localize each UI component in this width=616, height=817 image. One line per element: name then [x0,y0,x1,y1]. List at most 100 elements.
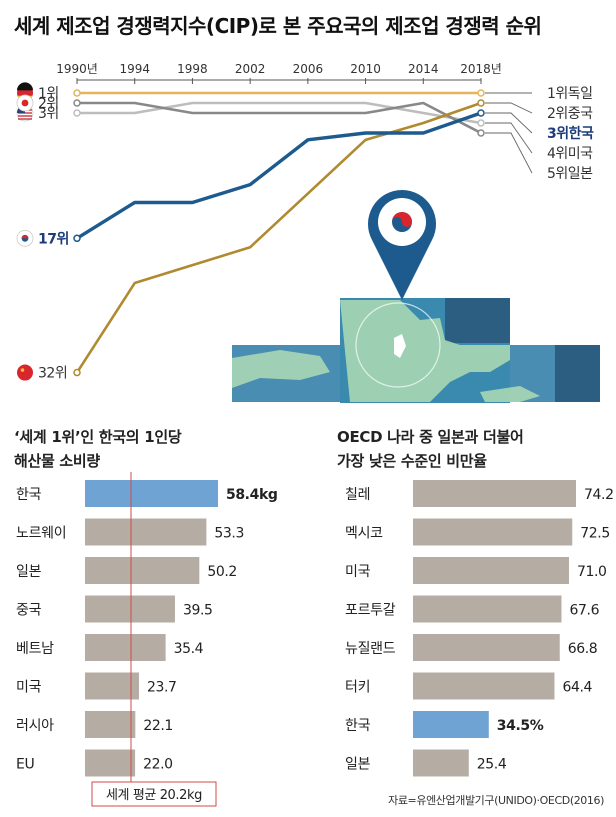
bar [413,595,562,623]
category-label: 일본 [16,564,42,580]
start-label: 32위 [38,366,67,382]
value-label: 58.4kg [226,487,277,503]
category-label: 중국 [16,603,42,619]
seafood-bar-chart: 한국 58.4kg 노르웨이 53.3 일본 50.2 중국 39.5 베트남 35.4 미국 23.… [16,472,278,807]
start-label: 17위 [38,231,69,247]
rank-line-chart: 1990년 1994 1998 2002 2006 2010 2014 2018년 1위독일 2… [16,62,600,403]
start-label-group: 2위 [16,94,59,112]
series-line-2 [76,111,482,240]
category-label: 러시아 [16,718,54,734]
obesity-title-line-2: 가장 낮은 수준인 비만율 [337,452,487,470]
series-line-3 [77,101,482,125]
x-tick-label: 1994 [119,62,150,76]
value-label: 66.8 [568,641,598,657]
value-label: 39.5 [183,603,213,619]
world-map-illustration [232,298,600,403]
seafood-title-line-1: ‘세계 1위’인 한국의 1인당 [14,428,182,446]
series-end-point [477,129,485,137]
series-end-point [477,109,485,117]
value-label: 22.0 [143,757,173,773]
end-leader-line [485,132,533,174]
value-label: 34.5% [497,718,544,734]
start-label: 3위 [38,106,59,122]
value-label: 23.7 [147,680,177,696]
x-tick-label: 2010 [350,62,381,76]
value-label: 22.1 [143,718,173,734]
value-label: 64.4 [562,680,592,696]
x-tick-label: 2018년 [460,62,502,76]
bar [413,634,560,661]
start-label: 1위 [38,86,59,102]
value-label: 67.6 [570,603,600,619]
category-label: 한국 [345,718,371,734]
category-label: 뉴질랜드 [345,641,396,657]
category-label: EU [16,757,35,773]
value-label: 72.5 [580,526,610,542]
end-leader-line [485,122,533,154]
series-end-point [477,89,485,97]
category-label: 칠레 [345,487,370,503]
series-end-point [477,99,485,107]
category-label: 포르투갈 [345,603,396,619]
end-label: 5위일본 [547,166,593,182]
series-start-point [73,99,81,107]
series-start-point [73,109,81,117]
end-label: 4위미국 [547,146,593,162]
bar [413,749,469,777]
obesity-bar-chart: 칠레 74.2 멕시코 72.5 미국 71.0 포르투갈 67.6 뉴질랜드 66.8 터키 64.… [345,480,614,777]
start-label-group: 32위 [17,364,68,382]
value-label: 50.2 [207,564,237,580]
category-label: 한국 [16,487,42,503]
category-label: 미국 [16,680,42,696]
series-start-point [73,368,81,377]
obesity-title-line-1: OECD 나라 중 일본과 더불어 [337,428,524,446]
flag-china-icon [17,364,33,381]
bar [85,749,136,777]
bar [85,480,218,507]
end-leader-line [485,112,533,134]
reference-label: 세계 평균 20.2kg [106,788,202,803]
bar [413,518,573,546]
category-label: 미국 [345,564,371,580]
series-start-point [73,234,81,243]
bar [85,711,136,738]
source-note: 자료=유엔산업개발기구(UNIDO)·OECD(2016) [388,794,604,807]
category-label: 터키 [345,680,370,696]
end-label: 1위독일 [547,86,593,102]
value-label: 25.4 [477,757,507,773]
category-label: 멕시코 [345,526,383,542]
bar [85,557,200,584]
start-label-group: 17위 [16,229,69,247]
bar [413,672,555,700]
seafood-title-line-2: 해산물 소비량 [14,452,100,470]
value-label: 35.4 [174,641,204,657]
value-label: 71.0 [577,564,607,580]
bar [85,518,207,546]
value-label: 74.2 [584,487,614,503]
end-label: 2위중국 [547,106,593,122]
end-label: 3위한국 [547,126,594,142]
bar [413,557,569,584]
category-label: 노르웨이 [16,526,66,542]
x-tick-label: 2002 [235,62,266,76]
series-line-4 [77,101,482,135]
bar [413,480,576,507]
obesity-chart-title: OECD 나라 중 일본과 더불어 가장 낮은 수준인 비만율 [337,425,524,473]
bar [85,672,139,700]
series-line-1 [75,101,482,374]
category-label: 베트남 [16,641,54,657]
x-tick-label: 1990년 [56,62,98,76]
series-end-point [477,119,485,127]
series-start-point [73,89,81,97]
end-leader-line [485,102,533,114]
x-tick-label: 1998 [177,62,208,76]
bar [413,711,489,738]
x-tick-label: 2006 [293,62,324,76]
start-label: 2위 [38,96,59,112]
x-tick-label: 2014 [408,62,439,76]
seafood-chart-title: ‘세계 1위’인 한국의 1인당 해산물 소비량 [14,425,182,473]
value-label: 53.3 [214,526,244,542]
reference-label-box [91,781,217,807]
bar [85,595,175,623]
map-pin-icon [367,189,437,300]
